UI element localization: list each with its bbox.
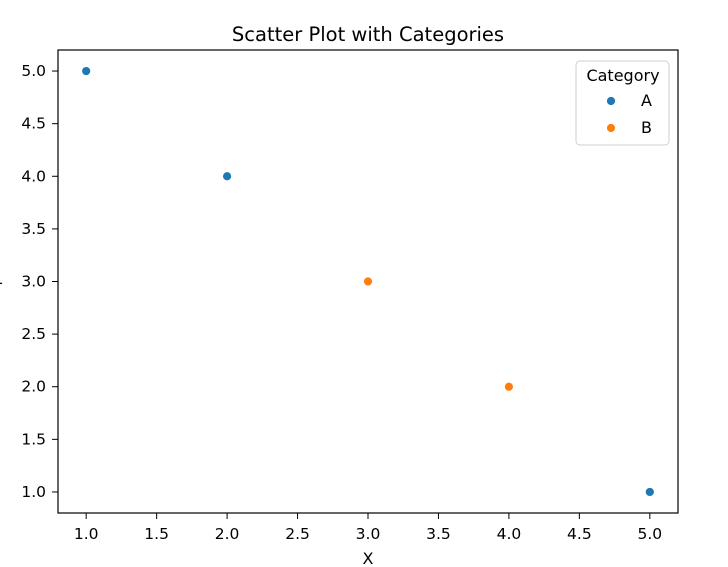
x-tick-label-4-0: 4.0 xyxy=(497,525,522,543)
legend-items: AB xyxy=(606,91,652,137)
y-tick-label-2-0: 2.0 xyxy=(21,378,46,396)
x-tick-label-4-5: 4.5 xyxy=(567,525,592,543)
scatter-point-b-2 xyxy=(504,381,514,392)
y-tick-label-1-0: 1.0 xyxy=(21,483,46,501)
y-tick-label-1-5: 1.5 xyxy=(21,430,46,448)
data-points xyxy=(81,66,655,497)
y-axis-label: - xyxy=(0,273,3,292)
y-tick-label-2-5: 2.5 xyxy=(21,325,46,343)
x-axis-ticks: 1.0 1.5 2.0 2.5 3.0 3.5 4.0 4.5 5.0 xyxy=(74,513,662,543)
x-tick-label-1-0: 1.0 xyxy=(74,525,99,543)
scatter-point-a-3 xyxy=(644,487,655,497)
x-tick-label-3-5: 3.5 xyxy=(426,525,451,543)
y-axis-ticks: 1.0 1.5 2.0 2.5 3.0 3.5 4.0 4.5 5.0 xyxy=(21,62,58,501)
legend-marker-a xyxy=(606,96,616,106)
y-tick-label-4-5: 4.5 xyxy=(21,115,46,133)
scatter-point-b-1 xyxy=(363,276,373,287)
legend-label-b: B xyxy=(641,118,652,137)
x-tick-label-1-5: 1.5 xyxy=(144,525,169,543)
y-tick-label-4-0: 4.0 xyxy=(21,167,46,185)
y-tick-label-3-5: 3.5 xyxy=(21,220,46,238)
y-tick-label-3-0: 3.0 xyxy=(21,273,46,291)
chart-title: Scatter Plot with Categories xyxy=(232,23,504,46)
x-tick-label-2-5: 2.5 xyxy=(285,525,310,543)
x-axis-label: X xyxy=(363,549,374,567)
legend-box xyxy=(575,60,670,146)
legend-marker-b xyxy=(606,123,616,133)
x-tick-label-5-0: 5.0 xyxy=(637,525,662,543)
legend-label-a: A xyxy=(641,91,652,110)
y-tick-label-5-0: 5.0 xyxy=(21,62,46,80)
legend-title: Category xyxy=(586,66,659,85)
legend: Category AB xyxy=(575,60,670,146)
scatter-point-a-2 xyxy=(222,171,232,182)
x-tick-label-2-0: 2.0 xyxy=(215,525,240,543)
x-tick-label-3-0: 3.0 xyxy=(356,525,381,543)
scatter-point-a-1 xyxy=(81,66,92,76)
